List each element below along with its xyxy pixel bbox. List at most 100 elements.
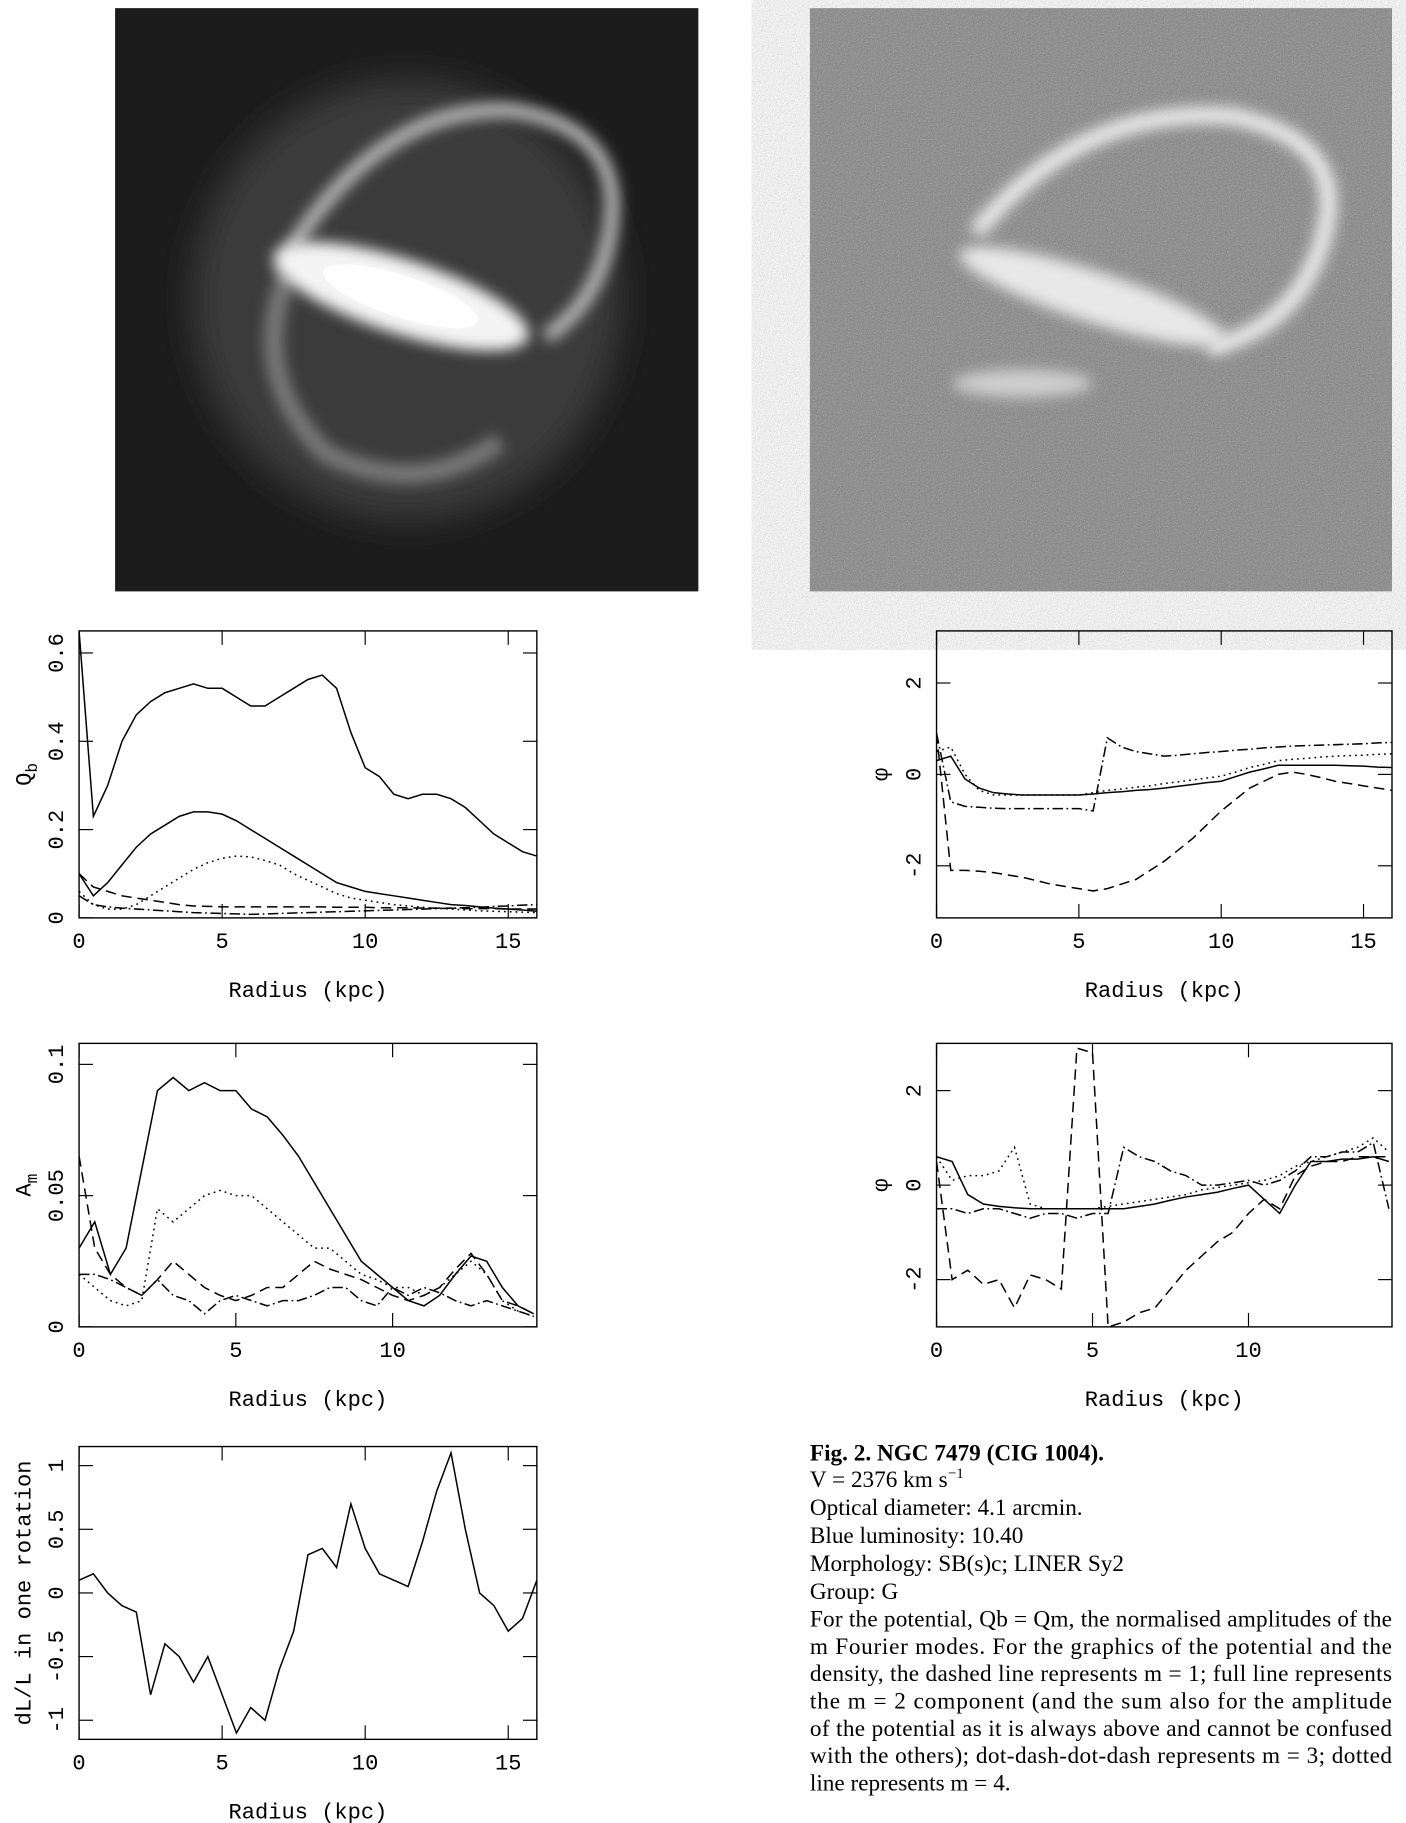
y-tick-label: 0 bbox=[902, 1178, 927, 1191]
y-axis-label: Am bbox=[12, 1174, 42, 1197]
data-line bbox=[79, 873, 537, 910]
data-line bbox=[79, 1189, 534, 1318]
plot-frame bbox=[78, 1445, 538, 1741]
x-tick-label: 5 bbox=[215, 1752, 228, 1777]
velocity-exponent: −1 bbox=[948, 1466, 964, 1482]
plot: 0 5 10 15 0 0.2 0.4 0.6 Radius (kpc) Qb bbox=[12, 630, 538, 1004]
x-tick-label: 10 bbox=[1235, 1339, 1261, 1364]
caption-paragraph-line: of the potential as it is always above a… bbox=[810, 1716, 1392, 1742]
data-line bbox=[936, 746, 1392, 796]
y-axis-label-sub: m bbox=[23, 1174, 42, 1184]
x-axis-label: Radius (kpc) bbox=[1085, 1388, 1244, 1413]
y-axis-label-main: φ bbox=[870, 768, 895, 781]
x-tick-label: 5 bbox=[229, 1339, 242, 1364]
y-tick-label: 2 bbox=[902, 676, 927, 689]
plot-area bbox=[936, 733, 1392, 892]
plot-frame bbox=[935, 1042, 1393, 1328]
x-tick-label: 0 bbox=[930, 930, 943, 955]
galaxy-image bbox=[115, 8, 699, 592]
x-axis-label: Radius (kpc) bbox=[229, 979, 388, 1004]
data-line bbox=[936, 733, 1392, 812]
y-axis-label-main: A bbox=[12, 1183, 37, 1197]
x-axis-label: Radius (kpc) bbox=[1085, 979, 1244, 1004]
data-line bbox=[79, 1450, 537, 1735]
plot-frame bbox=[78, 1042, 538, 1328]
caption-line: Morphology: SB(s)c; LINER Sy2 bbox=[810, 1551, 1124, 1577]
plot-frame bbox=[935, 630, 1393, 919]
y-axis-label: dL/L in one rotation bbox=[12, 1461, 37, 1726]
plot: 0 5 10 15 -2 0 2 Radius (kpc) φ bbox=[870, 630, 1393, 1004]
data-line bbox=[936, 1047, 1389, 1327]
y-tick-label: 2 bbox=[902, 1084, 927, 1097]
caption-paragraph-line: density, the dashed line represents m = … bbox=[810, 1661, 1392, 1687]
x-tick-label: 5 bbox=[215, 930, 228, 955]
x-tick-label: 10 bbox=[352, 930, 378, 955]
y-tick-label: 0.2 bbox=[45, 810, 70, 850]
plot-frame bbox=[78, 630, 538, 919]
y-tick-label: 0.6 bbox=[45, 633, 70, 673]
data-line bbox=[936, 1136, 1390, 1210]
caption-paragraph-line: line represents m = 4. bbox=[810, 1770, 1011, 1796]
y-tick-label: 0 bbox=[45, 911, 70, 924]
residual-image bbox=[809, 8, 1392, 592]
plot-area bbox=[79, 1076, 535, 1318]
data-line bbox=[79, 1156, 535, 1315]
caption-title: Fig. 2. NGC 7479 (CIG 1004). bbox=[810, 1440, 1104, 1466]
x-tick-label: 10 bbox=[352, 1752, 378, 1777]
plot: 0 5 10 0 0.05 0.1 Radius (kpc) Am bbox=[12, 1042, 538, 1413]
x-tick-label: 0 bbox=[930, 1339, 943, 1364]
y-tick-label: 1 bbox=[45, 1459, 70, 1472]
y-axis-label: Qb bbox=[12, 763, 42, 786]
y-axis-label-sub: b bbox=[23, 763, 42, 773]
data-line bbox=[936, 733, 1392, 892]
x-tick-label: 0 bbox=[72, 930, 85, 955]
data-line bbox=[79, 1273, 534, 1318]
plot-area bbox=[936, 1047, 1390, 1327]
x-tick-label: 5 bbox=[1072, 930, 1085, 955]
y-tick-label: 0 bbox=[902, 768, 927, 781]
data-line bbox=[936, 755, 1392, 796]
caption: Fig. 2. NGC 7479 (CIG 1004). V = 2376 km… bbox=[810, 1440, 1392, 1796]
x-tick-label: 0 bbox=[72, 1752, 85, 1777]
velocity-text: V = 2376 km s bbox=[810, 1467, 948, 1493]
x-tick-label: 15 bbox=[495, 930, 521, 955]
y-tick-label: 0 bbox=[45, 1586, 70, 1599]
caption-paragraph-line: m Fourier modes. For the graphics of the… bbox=[810, 1634, 1392, 1660]
data-line bbox=[79, 895, 537, 916]
caption-paragraph-line: with the others); dot-dash-dot-dash repr… bbox=[810, 1743, 1392, 1769]
data-line bbox=[936, 1156, 1390, 1215]
data-line bbox=[936, 1141, 1390, 1219]
caption-paragraph-line: For the potential, Qb = Qm, the normalis… bbox=[810, 1607, 1392, 1633]
plot-area bbox=[79, 630, 537, 916]
data-line bbox=[79, 630, 537, 857]
caption-line: Optical diameter: 4.1 arcmin. bbox=[810, 1495, 1083, 1521]
caption-velocity: V = 2376 km s−1 bbox=[810, 1466, 964, 1493]
x-tick-label: 10 bbox=[379, 1339, 405, 1364]
y-axis-label-main: Q bbox=[12, 773, 37, 786]
x-tick-label: 15 bbox=[495, 1752, 521, 1777]
y-tick-label: -2 bbox=[902, 1266, 927, 1292]
plot: 0 5 10 -2 0 2 Radius (kpc) φ bbox=[870, 1042, 1393, 1413]
x-axis-label: Radius (kpc) bbox=[229, 1800, 388, 1823]
y-tick-label: -1 bbox=[45, 1707, 70, 1733]
x-tick-label: 5 bbox=[1086, 1339, 1099, 1364]
y-axis-label-main: dL/L in one rotation bbox=[12, 1461, 37, 1726]
x-tick-label: 10 bbox=[1208, 930, 1234, 955]
data-line bbox=[79, 1076, 535, 1315]
x-tick-label: 15 bbox=[1350, 930, 1376, 955]
y-tick-label: -2 bbox=[902, 853, 927, 879]
caption-paragraph-line: the m = 2 component (and the sum also fo… bbox=[810, 1689, 1392, 1715]
y-tick-label: 0.4 bbox=[45, 721, 70, 761]
y-axis-label-main: φ bbox=[870, 1178, 895, 1191]
caption-line: Group: G bbox=[810, 1579, 899, 1605]
plot-area bbox=[79, 1450, 537, 1735]
y-tick-label: 0 bbox=[45, 1320, 70, 1333]
plot: 0 5 10 15 -1 -0.5 0 0.5 1 Radius (kpc) dL/L in one… bbox=[12, 1445, 538, 1823]
y-axis-label: φ bbox=[870, 1178, 895, 1191]
y-tick-label: 0.5 bbox=[45, 1509, 70, 1549]
y-tick-label: -0.5 bbox=[45, 1630, 70, 1683]
data-line bbox=[79, 811, 537, 913]
y-tick-label: 0.05 bbox=[45, 1169, 70, 1222]
